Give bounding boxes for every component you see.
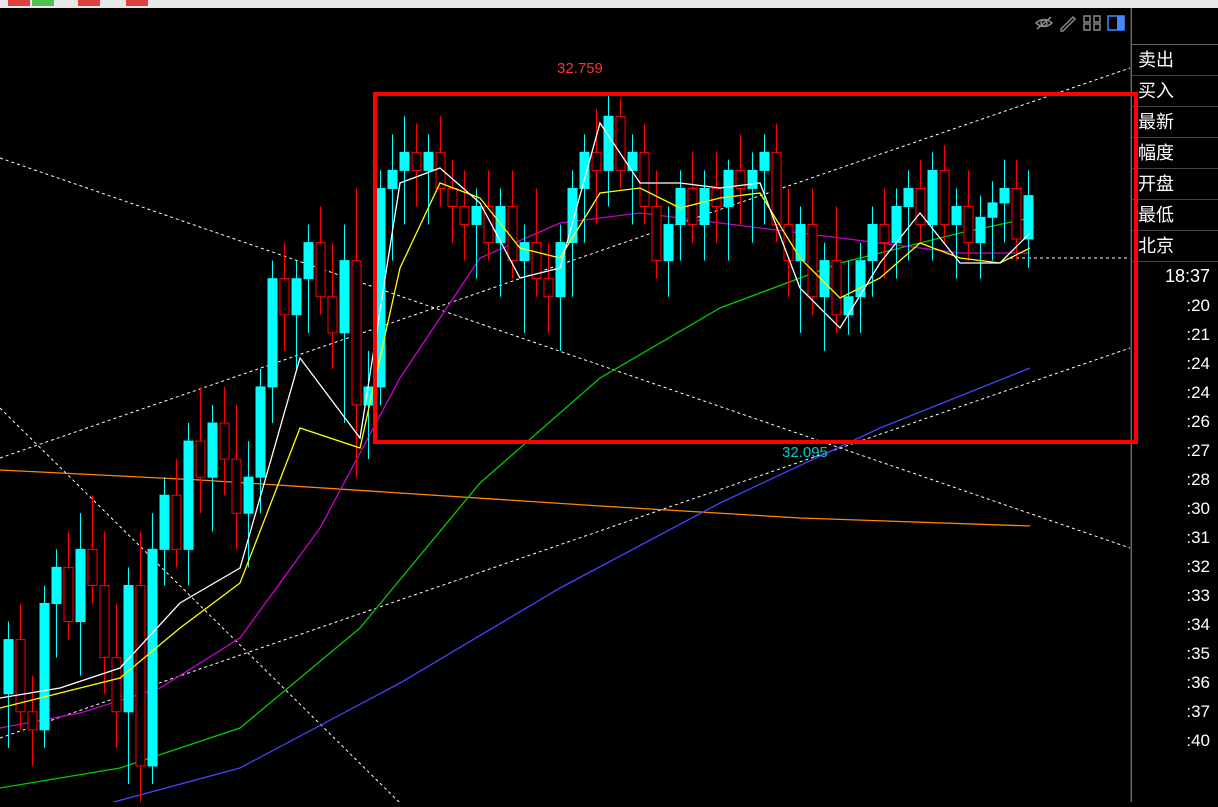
time-row-15: :40 xyxy=(1132,726,1218,755)
tab-2[interactable] xyxy=(32,0,54,6)
time-row-9: :32 xyxy=(1132,552,1218,581)
side-label-2: 最新 xyxy=(1132,107,1218,138)
time-row-6: :28 xyxy=(1132,465,1218,494)
side-label-4: 开盘 xyxy=(1132,169,1218,200)
chart-toolbar xyxy=(1034,14,1126,37)
time-row-8: :31 xyxy=(1132,523,1218,552)
time-row-0: :20 xyxy=(1132,291,1218,320)
panel-icon[interactable] xyxy=(1106,14,1126,37)
time-row-13: :36 xyxy=(1132,668,1218,697)
side-label-1: 买入 xyxy=(1132,76,1218,107)
high-price-label: 32.759 xyxy=(557,60,603,77)
time-row-10: :33 xyxy=(1132,581,1218,610)
top-bar xyxy=(0,0,1218,8)
tab-1[interactable] xyxy=(8,0,30,6)
pencil-icon[interactable] xyxy=(1058,14,1078,37)
time-row-14: :37 xyxy=(1132,697,1218,726)
time-row-5: :27 xyxy=(1132,436,1218,465)
time-row-4: :26 xyxy=(1132,407,1218,436)
side-label-0: 卖出 xyxy=(1132,45,1218,76)
time-row-2: :24 xyxy=(1132,349,1218,378)
time-row-3: :24 xyxy=(1132,378,1218,407)
side-label-6: 北京 xyxy=(1132,231,1218,262)
tab-3[interactable] xyxy=(78,0,100,6)
time-row-11: :34 xyxy=(1132,610,1218,639)
current-time: 18:37 xyxy=(1132,262,1218,291)
candlestick-chart xyxy=(0,8,1132,802)
side-label-5: 最低 xyxy=(1132,200,1218,231)
tab-4[interactable] xyxy=(126,0,148,6)
chart-area[interactable]: 32.759 32.095 xyxy=(0,8,1132,802)
side-panel-header xyxy=(1132,8,1218,45)
eye-icon[interactable] xyxy=(1034,14,1054,37)
time-row-12: :35 xyxy=(1132,639,1218,668)
side-label-3: 幅度 xyxy=(1132,138,1218,169)
time-row-1: :21 xyxy=(1132,320,1218,349)
side-panel: 卖出买入最新幅度开盘最低北京 18:37 :20:21:24:24:26:27:… xyxy=(1131,8,1218,802)
time-row-7: :30 xyxy=(1132,494,1218,523)
low-price-label: 32.095 xyxy=(782,444,828,461)
grid-icon[interactable] xyxy=(1082,14,1102,37)
